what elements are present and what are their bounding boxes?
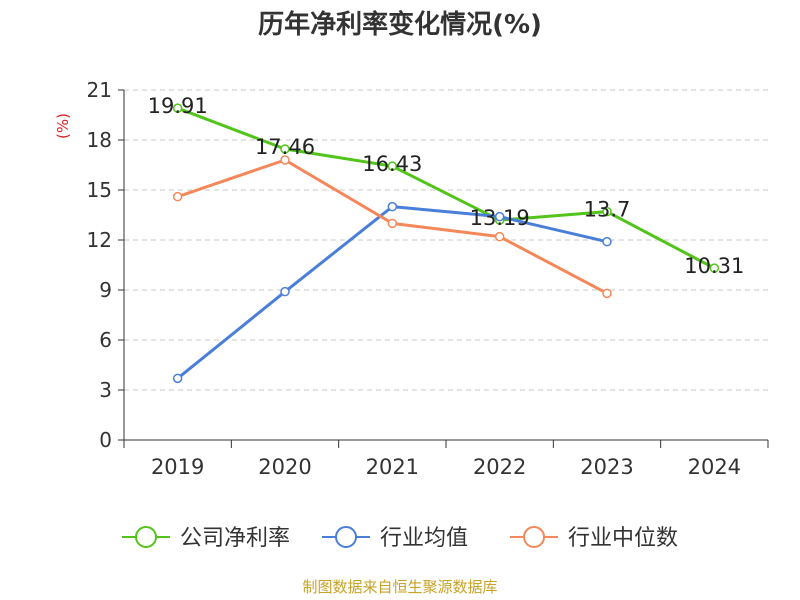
y-tick-label: 3 (99, 378, 112, 402)
data-label: 13.19 (470, 206, 530, 230)
x-tick-label: 2021 (366, 455, 419, 479)
data-label: 10.31 (684, 254, 744, 278)
data-point (602, 288, 612, 299)
x-tick-label: 2023 (580, 455, 633, 479)
data-label: 17.46 (255, 135, 315, 159)
data-label: 13.7 (584, 198, 631, 222)
legend-item: 行业均值 (322, 526, 468, 551)
legend-item: 行业中位数 (510, 526, 678, 551)
data-labels: 19.91 17.46 16.43 13.19 13.7 10.31 (148, 94, 745, 278)
data-label: 19.91 (148, 94, 208, 118)
data-point (602, 236, 612, 247)
y-tick-label: 21 (87, 78, 112, 102)
data-source-footer: 制图数据来自恒生聚源数据库 (302, 578, 498, 596)
legend-label: 行业中位数 (568, 526, 678, 551)
y-tick-label: 0 (99, 428, 112, 452)
series-3 (172, 155, 612, 299)
axes (118, 89, 769, 448)
chart-title: 历年净利率变化情况(%) (258, 10, 542, 40)
series-1 (172, 103, 720, 273)
legend-marker (523, 526, 545, 548)
y-tick-label: 12 (87, 228, 112, 252)
y-tick-labels: 0 3 6 9 12 15 18 21 (87, 78, 112, 452)
data-point (494, 211, 505, 222)
y-tick-label: 18 (87, 128, 112, 152)
legend-item: 公司净利率 (122, 526, 290, 551)
legend-marker (135, 526, 157, 548)
data-point (172, 191, 183, 202)
series-line (176, 205, 608, 380)
y-tick-label: 9 (99, 278, 112, 302)
x-tick-label: 2020 (258, 455, 311, 479)
data-label: 16.43 (362, 152, 422, 176)
x-tick-label: 2024 (688, 455, 741, 479)
data-point (280, 155, 290, 165)
y-tick-label: 15 (87, 178, 112, 202)
data-point (172, 103, 183, 113)
x-tick-labels: 2019 2020 2021 2022 2023 2024 (151, 455, 741, 479)
x-tick-label: 2022 (473, 455, 526, 479)
data-point (602, 206, 612, 217)
legend: 公司净利率 行业均值 行业中位数 (122, 526, 678, 551)
data-point (387, 218, 398, 229)
data-point (280, 144, 290, 154)
series-line (177, 106, 716, 270)
x-tick-label: 2019 (151, 455, 204, 479)
data-point (709, 263, 720, 273)
legend-marker (335, 526, 357, 548)
series-group (172, 103, 720, 384)
y-tick-label: 6 (99, 328, 112, 352)
data-point (387, 161, 398, 171)
legend-label: 公司净利率 (180, 526, 290, 551)
y-axis-unit-label: (%) (54, 113, 72, 139)
data-point (280, 286, 290, 297)
series-2 (172, 201, 612, 384)
data-point (387, 201, 398, 212)
data-point (172, 373, 183, 384)
data-point (494, 231, 505, 242)
legend-label: 行业均值 (380, 526, 468, 551)
